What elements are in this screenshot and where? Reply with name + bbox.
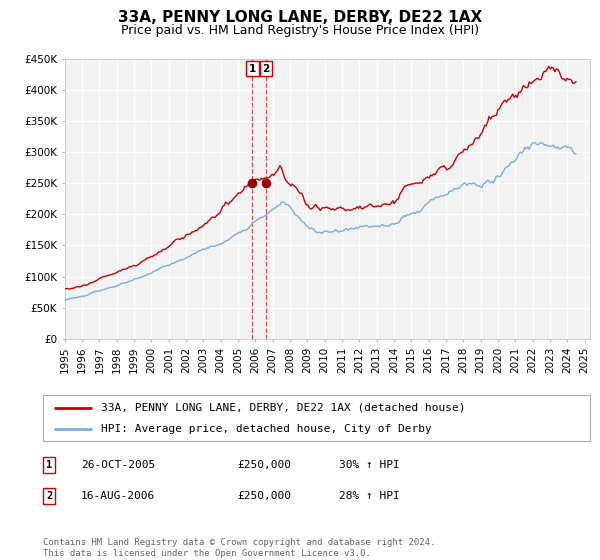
Text: 33A, PENNY LONG LANE, DERBY, DE22 1AX (detached house): 33A, PENNY LONG LANE, DERBY, DE22 1AX (d… bbox=[101, 403, 465, 413]
Text: 30% ↑ HPI: 30% ↑ HPI bbox=[339, 460, 400, 470]
Text: 26-OCT-2005: 26-OCT-2005 bbox=[81, 460, 155, 470]
Text: 28% ↑ HPI: 28% ↑ HPI bbox=[339, 491, 400, 501]
Text: £250,000: £250,000 bbox=[237, 460, 291, 470]
Point bbox=[247, 179, 257, 188]
Text: HPI: Average price, detached house, City of Derby: HPI: Average price, detached house, City… bbox=[101, 424, 431, 434]
Text: £250,000: £250,000 bbox=[237, 491, 291, 501]
Text: 33A, PENNY LONG LANE, DERBY, DE22 1AX: 33A, PENNY LONG LANE, DERBY, DE22 1AX bbox=[118, 10, 482, 25]
Text: 2: 2 bbox=[263, 64, 270, 73]
Text: Price paid vs. HM Land Registry's House Price Index (HPI): Price paid vs. HM Land Registry's House … bbox=[121, 24, 479, 37]
Text: 16-AUG-2006: 16-AUG-2006 bbox=[81, 491, 155, 501]
Text: 2: 2 bbox=[46, 491, 52, 501]
Text: 1: 1 bbox=[46, 460, 52, 470]
Text: Contains HM Land Registry data © Crown copyright and database right 2024.
This d: Contains HM Land Registry data © Crown c… bbox=[43, 538, 436, 558]
Text: 1: 1 bbox=[248, 64, 256, 73]
Point bbox=[262, 179, 271, 188]
